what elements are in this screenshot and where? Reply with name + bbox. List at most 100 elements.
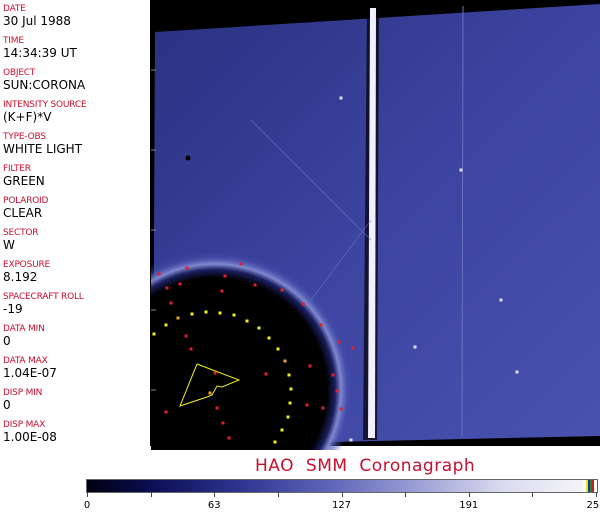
yellow-marker <box>288 401 292 405</box>
colorbar-tick-label: 127 <box>331 500 352 511</box>
yellow-marker <box>287 373 291 377</box>
field-label: DATA MIN <box>3 324 45 334</box>
yellow-marker <box>286 415 290 419</box>
field-value: 1.00E-08 <box>3 430 57 444</box>
colorbar-red-swatch <box>592 480 594 492</box>
field-disp-min: DISP MIN 0 <box>3 388 42 412</box>
red-marker <box>178 282 182 286</box>
colorbar-tick <box>214 492 216 497</box>
image-seam <box>461 5 464 437</box>
field-data-max: DATA MAX 1.04E-07 <box>3 356 57 380</box>
field-label: TYPE-OBS <box>3 132 46 142</box>
header-info-panel: DATE 30 Jul 1988 TIME 14:34:39 UT OBJECT SUN:… <box>0 0 151 446</box>
field-label: DATE <box>3 4 26 14</box>
field-value: W <box>3 238 15 252</box>
yellow-marker <box>267 336 271 340</box>
field-label: DISP MIN <box>3 388 43 398</box>
red-marker <box>308 364 312 368</box>
yellow-marker <box>218 311 222 315</box>
star <box>413 345 417 349</box>
red-marker <box>319 323 323 327</box>
red-marker <box>184 334 188 338</box>
red-marker <box>220 289 224 293</box>
field-object: OBJECT SUN:CORONA <box>3 68 85 92</box>
red-marker <box>213 371 217 375</box>
coronagraph-image <box>151 0 600 450</box>
orange-marker <box>208 391 212 395</box>
yellow-marker <box>152 332 156 336</box>
red-marker <box>337 340 341 344</box>
field-label: OBJECT <box>3 68 36 78</box>
image-title: HAO SMM Coronagraph <box>255 456 476 476</box>
field-value: 30 Jul 1988 <box>3 14 71 28</box>
field-polaroid: POLAROID CLEAR <box>3 196 48 220</box>
field-label: FILTER <box>3 164 31 174</box>
field-value: 14:34:39 UT <box>3 46 77 60</box>
yellow-marker <box>289 387 293 391</box>
red-marker <box>227 436 231 440</box>
field-label: EXPOSURE <box>3 260 51 270</box>
red-marker <box>223 274 227 278</box>
yellow-marker <box>164 323 168 327</box>
field-value: -19 <box>3 302 23 316</box>
red-marker <box>351 346 355 350</box>
field-value: WHITE LIGHT <box>3 142 83 156</box>
colorbar-yellow-swatch <box>586 480 588 492</box>
field-intensity-source: INTENSITY SOURCE (K+F)*V <box>3 100 87 124</box>
red-marker <box>215 406 219 410</box>
colorbar-tick-label: 63 <box>207 500 221 511</box>
star <box>515 370 519 374</box>
field-label: SECTOR <box>3 228 39 238</box>
field-value: GREEN <box>3 174 45 188</box>
colorbar <box>86 479 598 493</box>
field-date: DATE 30 Jul 1988 <box>3 4 71 28</box>
field-value: 0 <box>3 398 11 412</box>
red-marker <box>321 406 325 410</box>
red-marker <box>189 347 193 351</box>
colorbar-minor-tick <box>150 492 152 497</box>
field-value: 0 <box>3 334 11 348</box>
red-marker <box>164 410 168 414</box>
field-label: INTENSITY SOURCE <box>3 100 87 110</box>
yellow-marker <box>280 428 284 432</box>
yellow-marker <box>204 310 208 314</box>
field-value: (K+F)*V <box>3 110 52 124</box>
field-data-min: DATA MIN 0 <box>3 324 45 348</box>
yellow-marker <box>273 440 277 444</box>
red-marker <box>253 283 257 287</box>
star <box>339 96 343 100</box>
red-marker <box>157 272 161 276</box>
red-marker <box>185 266 189 270</box>
colorbar-tick-label: 0 <box>83 500 91 511</box>
colorbar-minor-tick <box>277 492 279 497</box>
red-marker <box>169 301 173 305</box>
red-marker <box>335 389 339 393</box>
field-type-obs: TYPE-OBS WHITE LIGHT <box>3 132 82 156</box>
yellow-marker <box>257 326 261 330</box>
region-outline <box>179 363 241 407</box>
colorbar-minor-tick <box>405 492 407 497</box>
field-value: SUN:CORONA <box>3 78 86 92</box>
red-marker <box>339 407 343 411</box>
markers <box>152 96 519 444</box>
colorbar-tick <box>341 492 343 497</box>
orange-marker <box>283 359 287 363</box>
yellow-marker <box>245 319 249 323</box>
field-label: SPACECRAFT ROLL <box>3 292 84 302</box>
red-marker <box>331 373 335 377</box>
yellow-marker <box>190 312 194 316</box>
yellow-marker <box>232 313 236 317</box>
orange-marker <box>176 316 180 320</box>
image-axis-ticks <box>151 69 156 391</box>
red-marker <box>280 288 284 292</box>
red-marker <box>239 262 243 266</box>
colorbar-green-swatch <box>590 480 592 492</box>
field-time: TIME 14:34:39 UT <box>3 36 77 60</box>
field-disp-max: DISP MAX 1.00E-08 <box>3 420 57 444</box>
field-filter: FILTER GREEN <box>3 164 45 188</box>
field-value: CLEAR <box>3 206 43 220</box>
colorbar-tick <box>87 492 88 497</box>
red-marker <box>165 286 169 290</box>
colorbar-tick-label: 191 <box>459 500 479 511</box>
field-label: DISP MAX <box>3 420 46 430</box>
